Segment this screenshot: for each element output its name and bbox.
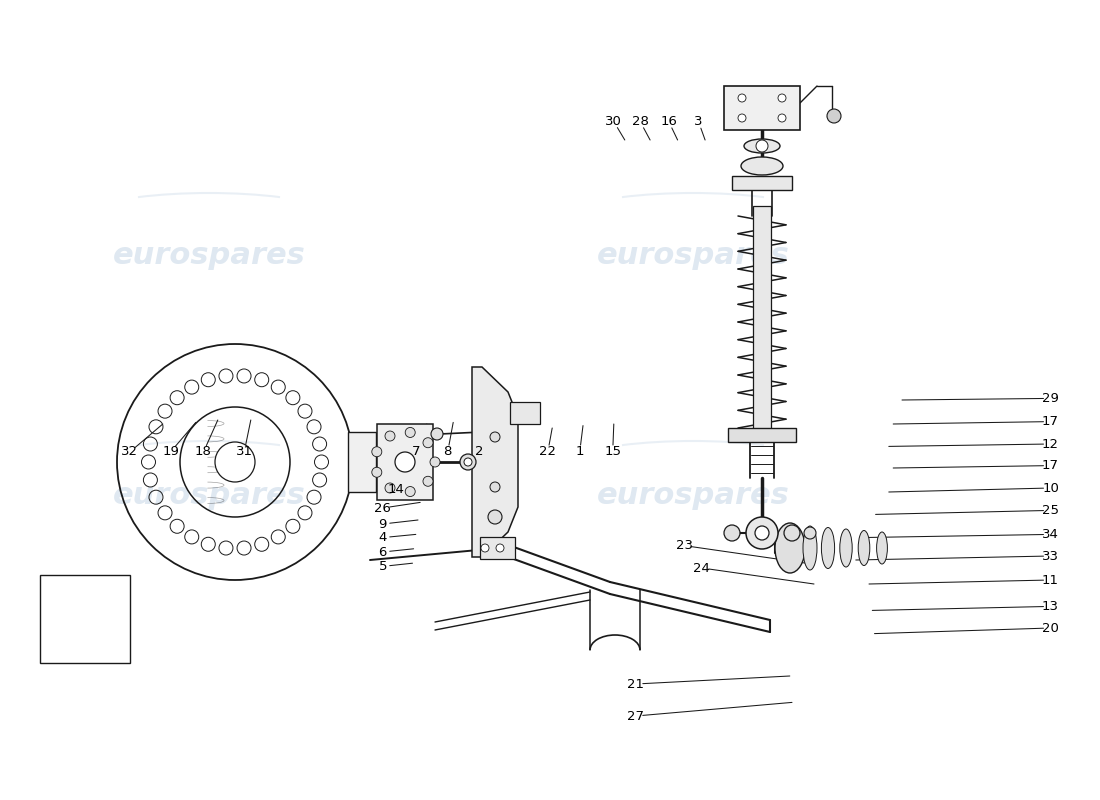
Ellipse shape [744,139,780,153]
Text: 28: 28 [631,115,649,128]
Text: 24: 24 [693,562,711,574]
FancyBboxPatch shape [510,402,540,424]
Circle shape [755,526,769,540]
Circle shape [424,438,433,448]
Circle shape [372,446,382,457]
Text: 20: 20 [1042,622,1059,634]
Text: 27: 27 [627,710,645,722]
Circle shape [385,431,395,441]
Text: 9: 9 [378,518,387,530]
Circle shape [490,482,500,492]
Text: 33: 33 [1042,550,1059,562]
FancyBboxPatch shape [732,176,792,190]
Text: 13: 13 [1042,600,1059,613]
FancyBboxPatch shape [348,432,376,492]
Ellipse shape [877,532,888,564]
Text: 10: 10 [1042,482,1059,494]
Circle shape [496,544,504,552]
Text: 14: 14 [387,483,405,496]
Text: 8: 8 [443,446,452,458]
Text: 2: 2 [475,446,484,458]
Text: 21: 21 [627,678,645,690]
Text: 22: 22 [539,446,557,458]
Circle shape [430,457,440,467]
Circle shape [431,428,443,440]
Text: 3: 3 [694,115,703,128]
Circle shape [778,94,786,102]
Circle shape [405,427,415,438]
Circle shape [724,525,740,541]
Text: eurospares: eurospares [596,242,790,270]
Circle shape [784,525,800,541]
Text: eurospares: eurospares [112,482,306,510]
Text: eurospares: eurospares [112,242,306,270]
Text: 7: 7 [411,446,420,458]
Circle shape [488,510,502,524]
Text: 30: 30 [605,115,623,128]
Text: 31: 31 [235,446,253,458]
FancyBboxPatch shape [754,206,771,438]
Text: 16: 16 [660,115,678,128]
Ellipse shape [741,157,783,175]
Text: 29: 29 [1042,392,1059,405]
Text: 25: 25 [1042,504,1059,517]
Ellipse shape [803,526,817,570]
Text: 19: 19 [162,446,179,458]
Text: 11: 11 [1042,574,1059,586]
Circle shape [481,544,490,552]
Text: 34: 34 [1042,528,1059,541]
Ellipse shape [839,529,853,567]
Text: 15: 15 [604,446,622,458]
Text: eurospares: eurospares [596,482,790,510]
Circle shape [490,432,500,442]
Ellipse shape [822,527,835,569]
Text: 5: 5 [378,560,387,573]
Text: 17: 17 [1042,415,1059,428]
Text: 23: 23 [675,539,693,552]
Circle shape [460,454,476,470]
Circle shape [385,483,395,493]
Text: 1: 1 [575,446,584,458]
Circle shape [738,114,746,122]
Text: 32: 32 [121,446,139,458]
Circle shape [738,94,746,102]
Circle shape [827,109,842,123]
Circle shape [746,517,778,549]
Text: 6: 6 [378,546,387,558]
Circle shape [804,527,816,539]
Ellipse shape [776,523,805,573]
FancyBboxPatch shape [40,575,130,663]
Text: 17: 17 [1042,459,1059,472]
Text: 18: 18 [195,446,212,458]
Circle shape [464,458,472,466]
Ellipse shape [858,530,870,566]
FancyBboxPatch shape [728,428,796,442]
FancyBboxPatch shape [724,86,800,130]
Circle shape [372,467,382,478]
Circle shape [405,486,415,497]
Text: 12: 12 [1042,438,1059,450]
FancyBboxPatch shape [480,537,515,559]
Text: 26: 26 [374,502,392,514]
Circle shape [395,452,415,472]
Polygon shape [472,367,518,557]
Circle shape [214,442,255,482]
Circle shape [778,114,786,122]
Text: 4: 4 [378,531,387,544]
Circle shape [424,476,433,486]
Circle shape [756,140,768,152]
FancyBboxPatch shape [377,424,433,500]
